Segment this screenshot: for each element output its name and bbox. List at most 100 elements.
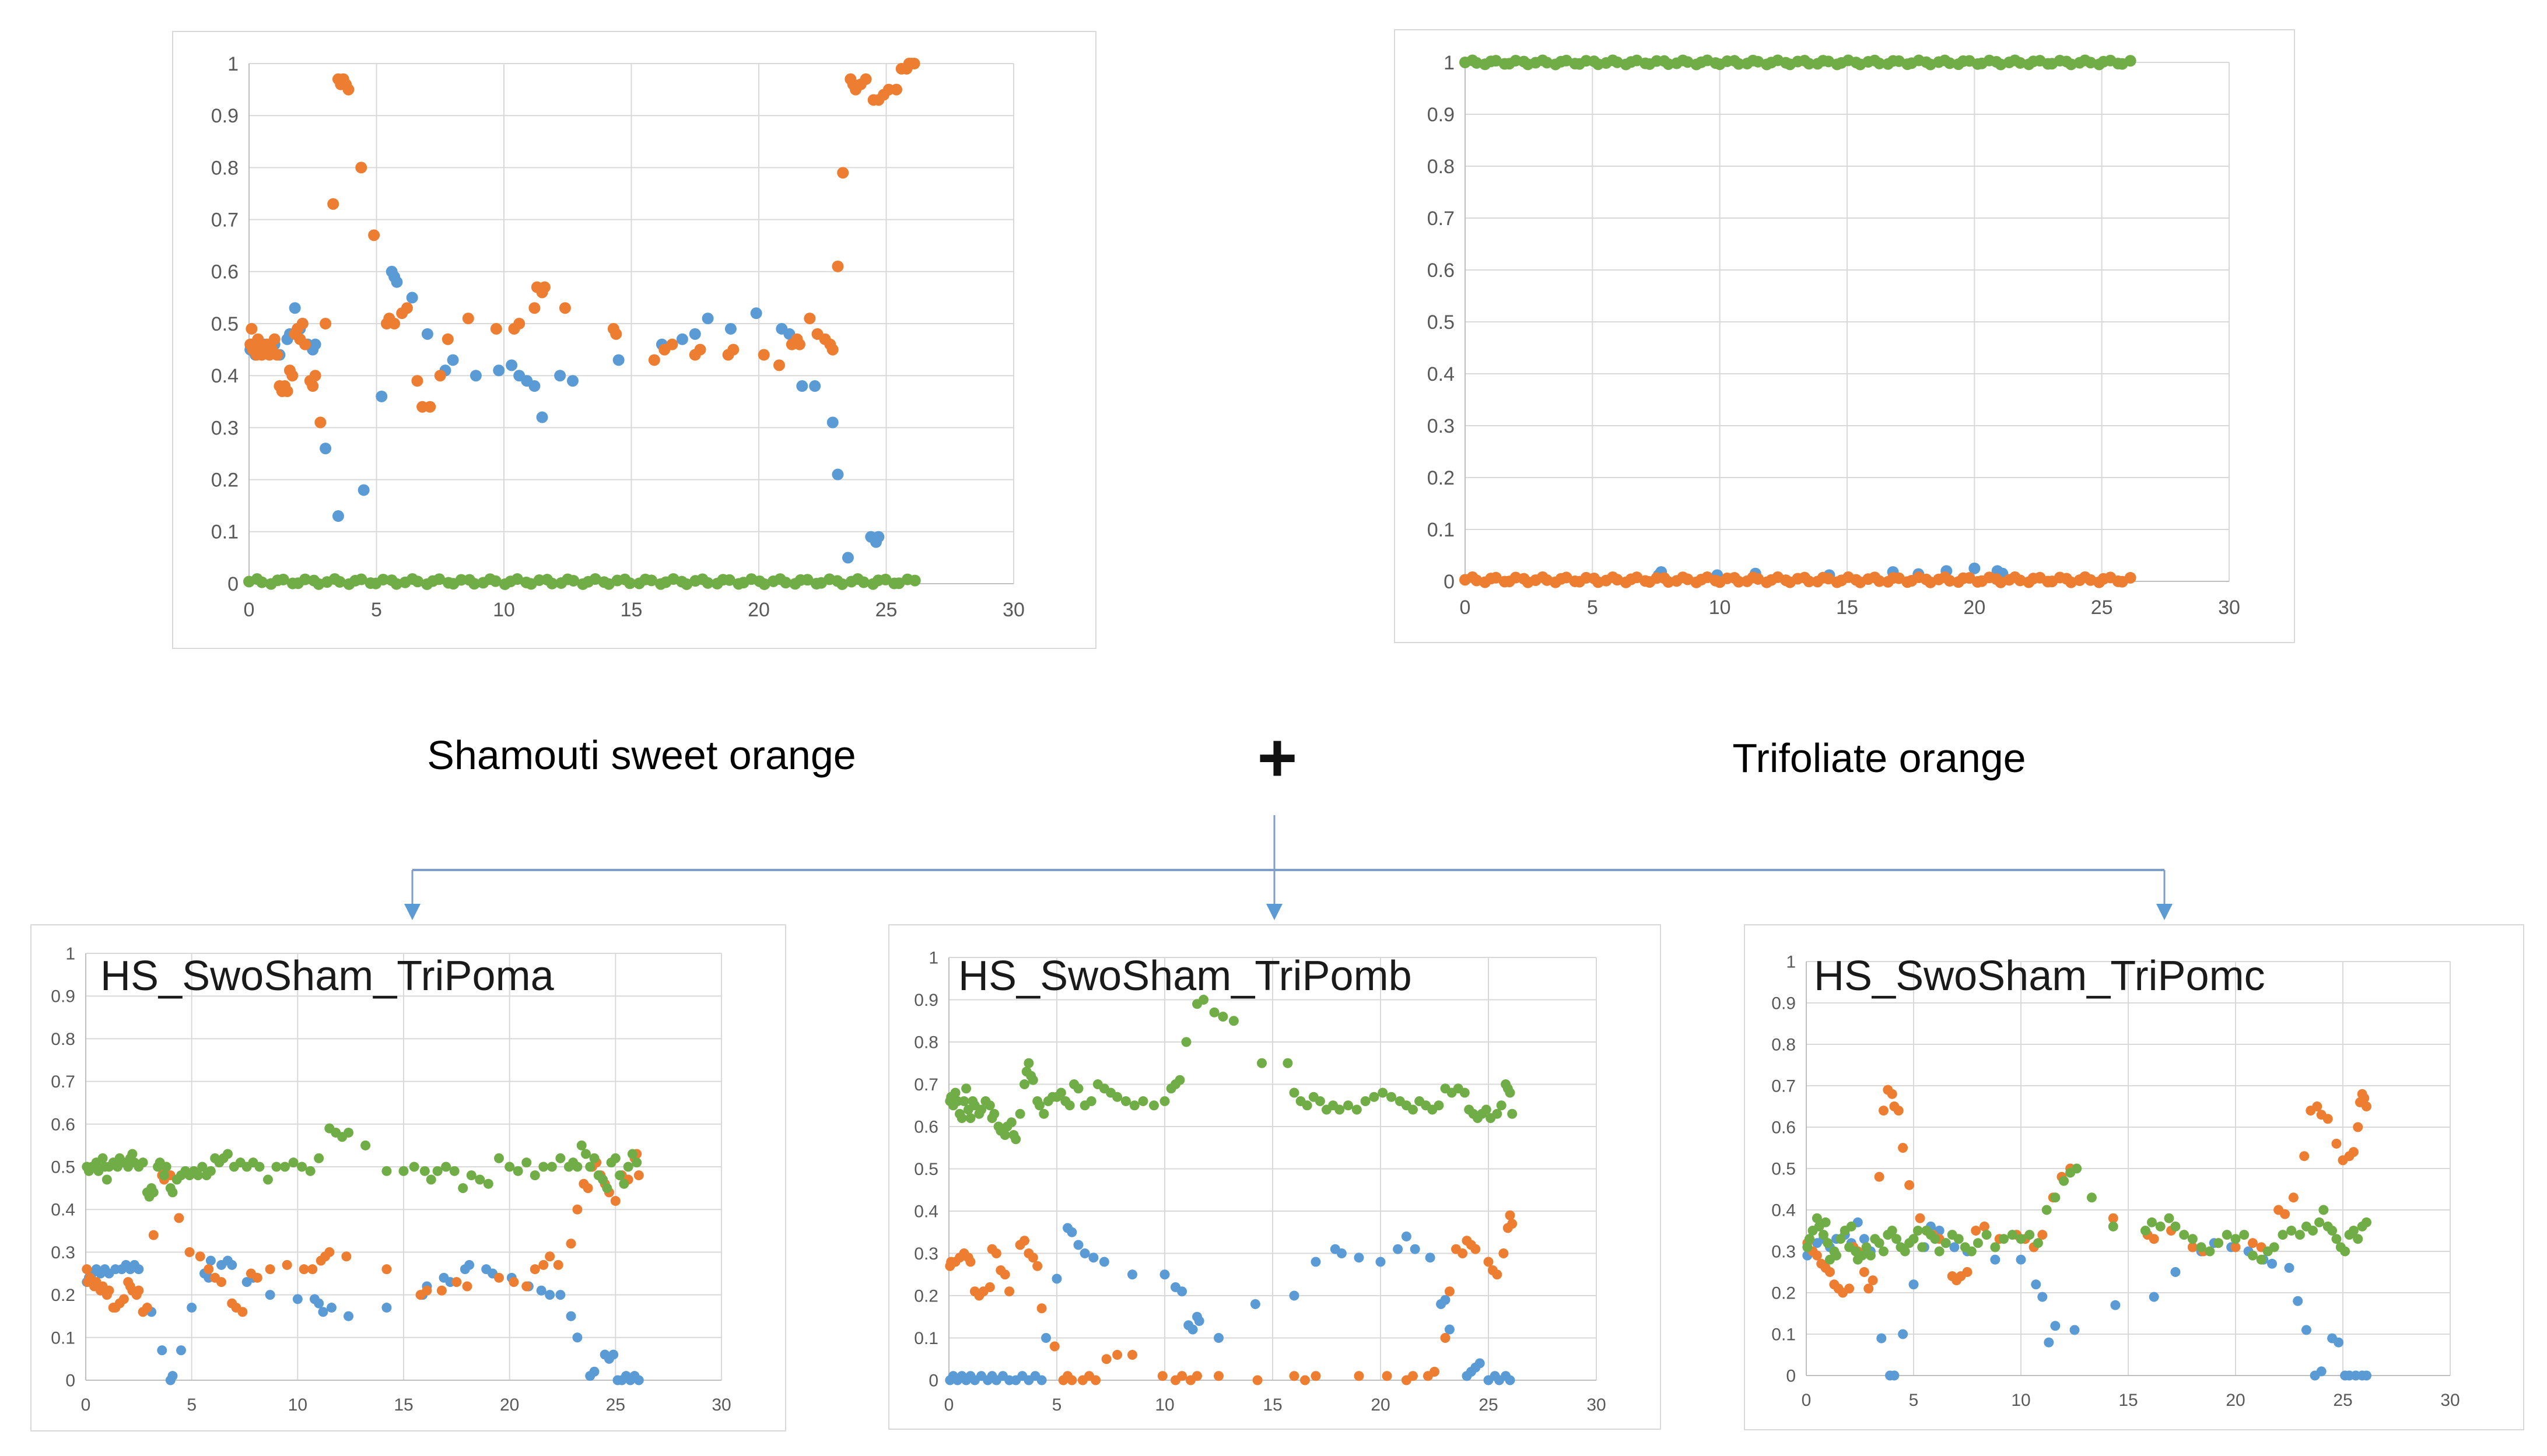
svg-text:0.9: 0.9 — [51, 987, 75, 1006]
svg-text:0.7: 0.7 — [1427, 208, 1455, 230]
svg-text:0.6: 0.6 — [1771, 1118, 1796, 1138]
svg-text:0: 0 — [1444, 571, 1455, 593]
svg-text:0.9: 0.9 — [1771, 994, 1796, 1013]
svg-text:0: 0 — [1786, 1367, 1796, 1386]
svg-text:0: 0 — [929, 1371, 938, 1391]
svg-text:0.7: 0.7 — [51, 1072, 75, 1092]
label-shamouti-sweet-orange: Shamouti sweet orange — [427, 732, 856, 778]
svg-text:0: 0 — [1460, 597, 1471, 619]
svg-text:0.3: 0.3 — [1771, 1243, 1796, 1262]
svg-text:10: 10 — [2011, 1391, 2030, 1410]
svg-text:0.6: 0.6 — [211, 261, 239, 283]
svg-text:0.5: 0.5 — [914, 1160, 938, 1179]
svg-text:15: 15 — [394, 1395, 413, 1415]
svg-text:0.7: 0.7 — [914, 1075, 938, 1094]
chart-trifoliate-orange: 0 0.1 0.2 0.3 0.4 0.5 0.6 0.7 0.8 0.9 1 0 5 10 15 20 25 3… — [1394, 29, 2295, 643]
svg-text:1: 1 — [1444, 52, 1455, 74]
svg-text:30: 30 — [2440, 1391, 2460, 1410]
svg-text:25: 25 — [2091, 597, 2113, 619]
svg-text:10: 10 — [288, 1395, 307, 1415]
tripoma-plot: 00.10.20.30.40.50.60.70.80.910 5 10 15 20 25 3… — [51, 945, 731, 1415]
chart-shamouti-sweet-orange: 0 0.1 0.2 0.3 0.4 0.5 0.6 0.7 0.8 0.9 1 0 5 10 15 20 25 3… — [172, 31, 1096, 649]
chart-title-tripoma: HS_SwoSham_TriPoma — [100, 953, 554, 999]
chart-title-tripomb: HS_SwoSham_TriPomb — [958, 953, 1412, 999]
svg-text:30: 30 — [2218, 597, 2240, 619]
svg-text:0.4: 0.4 — [1427, 363, 1455, 385]
svg-text:0: 0 — [227, 573, 239, 595]
svg-text:10: 10 — [493, 599, 515, 621]
svg-text:5: 5 — [187, 1395, 197, 1415]
svg-text:30: 30 — [712, 1395, 731, 1415]
svg-text:0.9: 0.9 — [914, 991, 938, 1010]
svg-text:0.5: 0.5 — [51, 1158, 75, 1177]
svg-text:5: 5 — [1587, 597, 1598, 619]
svg-text:0.7: 0.7 — [211, 209, 239, 231]
svg-text:25: 25 — [1479, 1395, 1498, 1415]
svg-text:0.1: 0.1 — [51, 1328, 75, 1348]
svg-text:25: 25 — [2333, 1391, 2352, 1410]
svg-text:0: 0 — [81, 1395, 91, 1415]
arrowhead-left — [404, 904, 421, 920]
svg-text:0.6: 0.6 — [1427, 259, 1455, 282]
svg-text:1: 1 — [929, 949, 938, 968]
svg-text:1: 1 — [1786, 953, 1796, 972]
svg-text:5: 5 — [371, 599, 382, 621]
svg-text:0.2: 0.2 — [914, 1287, 938, 1306]
svg-text:0.3: 0.3 — [211, 417, 239, 439]
svg-text:0.7: 0.7 — [1771, 1077, 1796, 1096]
svg-text:0.4: 0.4 — [1771, 1201, 1796, 1220]
svg-text:0.8: 0.8 — [1427, 156, 1455, 178]
svg-text:1: 1 — [65, 945, 75, 964]
tripomc-plot: 00.10.20.30.40.50.60.70.80.910 5 10 15 20 25 3… — [1771, 953, 2460, 1411]
svg-text:1: 1 — [227, 53, 239, 75]
svg-text:15: 15 — [2118, 1391, 2138, 1410]
chart-hybrid-tripomc: 0 0.1 0.2 0.3 0.4 0.5 0.6 0.7 0.8 0.9 1 0 5 10 15 20 25 3… — [1744, 924, 2524, 1430]
label-trifoliate-orange: Trifoliate orange — [1732, 735, 2026, 781]
tripomb-plot: 00.10.20.30.40.50.60.70.80.910 5 10 15 20 25 3… — [914, 949, 1606, 1415]
svg-text:0.8: 0.8 — [211, 157, 239, 179]
svg-text:0: 0 — [244, 599, 255, 621]
svg-text:0.1: 0.1 — [1427, 519, 1455, 541]
svg-text:15: 15 — [621, 599, 643, 621]
svg-text:0.4: 0.4 — [51, 1201, 75, 1220]
svg-text:0.2: 0.2 — [1771, 1284, 1796, 1303]
svg-text:0.8: 0.8 — [51, 1030, 75, 1049]
arrowhead-center — [1266, 904, 1283, 920]
svg-text:0.8: 0.8 — [1771, 1036, 1796, 1055]
svg-text:0.5: 0.5 — [1771, 1160, 1796, 1179]
svg-text:0.9: 0.9 — [211, 105, 239, 127]
svg-text:25: 25 — [606, 1395, 625, 1415]
svg-text:15: 15 — [1836, 597, 1858, 619]
svg-text:20: 20 — [2226, 1391, 2245, 1410]
svg-text:0.1: 0.1 — [914, 1329, 938, 1348]
svg-text:20: 20 — [748, 599, 770, 621]
svg-text:0.5: 0.5 — [211, 313, 239, 335]
svg-text:0.9: 0.9 — [1427, 104, 1455, 126]
svg-text:10: 10 — [1709, 597, 1731, 619]
svg-text:10: 10 — [1155, 1395, 1174, 1415]
svg-text:20: 20 — [1371, 1395, 1390, 1415]
svg-text:0: 0 — [944, 1395, 954, 1415]
svg-text:25: 25 — [875, 599, 898, 621]
svg-text:0.6: 0.6 — [914, 1118, 938, 1137]
svg-text:0: 0 — [65, 1371, 75, 1391]
svg-text:0.3: 0.3 — [914, 1244, 938, 1264]
svg-text:0.3: 0.3 — [51, 1243, 75, 1262]
svg-text:0.3: 0.3 — [1427, 415, 1455, 437]
svg-text:30: 30 — [1586, 1395, 1606, 1415]
svg-text:0.2: 0.2 — [1427, 467, 1455, 489]
svg-text:0.4: 0.4 — [211, 365, 239, 387]
svg-text:20: 20 — [1963, 597, 1985, 619]
chart-title-tripomc: HS_SwoSham_TriPomc — [1814, 953, 2265, 999]
svg-text:0.5: 0.5 — [1427, 311, 1455, 334]
shamouti-plot: 00.10.20.30.40.50.60.70.80.910 5 10 15 20 25 3… — [211, 53, 1025, 621]
trifoliate-plot: 00.10.20.30.40.50.60.70.80.910 5 10 15 20 25 3… — [1427, 52, 2240, 619]
svg-text:0.2: 0.2 — [51, 1286, 75, 1305]
svg-text:0.8: 0.8 — [914, 1033, 938, 1052]
svg-text:20: 20 — [500, 1395, 519, 1415]
svg-text:0.2: 0.2 — [211, 469, 239, 492]
svg-text:5: 5 — [1052, 1395, 1062, 1415]
svg-text:30: 30 — [1003, 599, 1025, 621]
plus-sign: + — [1257, 720, 1298, 797]
svg-text:15: 15 — [1263, 1395, 1282, 1415]
